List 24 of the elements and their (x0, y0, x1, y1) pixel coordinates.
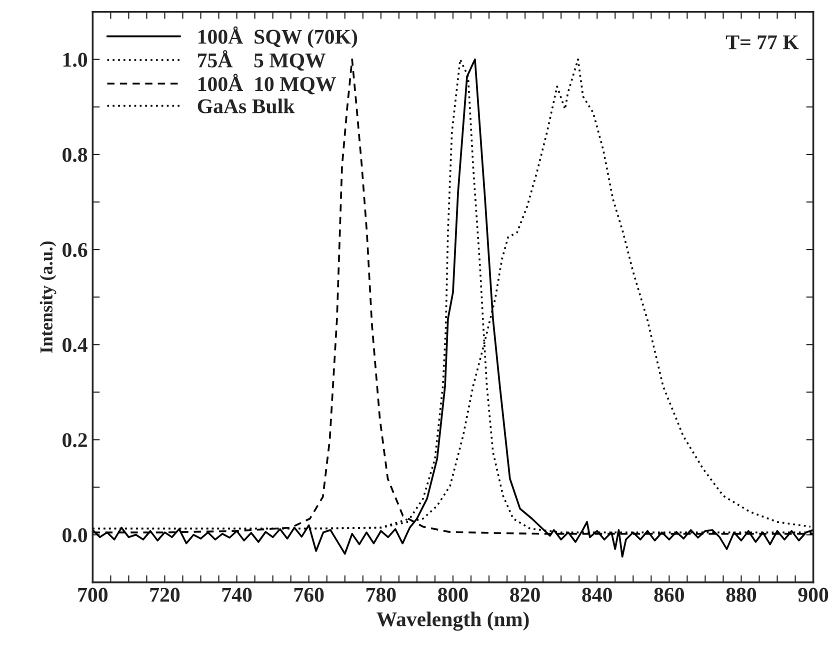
x-tick-label: 760 (294, 588, 324, 602)
x-axis-title: Wavelength (nm) (376, 612, 529, 631)
y-tick-label: 0.4 (62, 338, 88, 352)
x-tick-label: 880 (726, 588, 756, 602)
x-tick-label: 840 (582, 588, 612, 602)
y-tick-label: 1.0 (63, 52, 88, 67)
y-axis-title: Intensity (a.u.) (40, 241, 56, 353)
x-tick-label: 860 (654, 588, 684, 602)
x-tick-label: 800 (438, 588, 468, 602)
legend-label: 100Å 10 MQW (198, 74, 336, 94)
legend-label: 75Å 5 MQW (198, 50, 326, 71)
annotation: T= 77 K (726, 35, 799, 50)
x-tick-label: 700 (78, 588, 108, 602)
y-tick-label: 0.0 (62, 528, 88, 542)
y-tick-label: 0.2 (62, 433, 87, 448)
legend-label: GaAs Bulk (198, 98, 295, 114)
y-tick-label: 0.8 (62, 148, 88, 162)
x-tick-label: 820 (510, 588, 540, 602)
x-tick-label: 720 (150, 588, 180, 602)
y-tick-label: 0.6 (62, 242, 88, 258)
x-tick-label: 740 (222, 588, 252, 602)
x-tick-label: 900 (798, 588, 828, 602)
x-tick-label: 780 (366, 588, 396, 602)
legend-label: 100Å SQW (70K) (198, 26, 358, 48)
